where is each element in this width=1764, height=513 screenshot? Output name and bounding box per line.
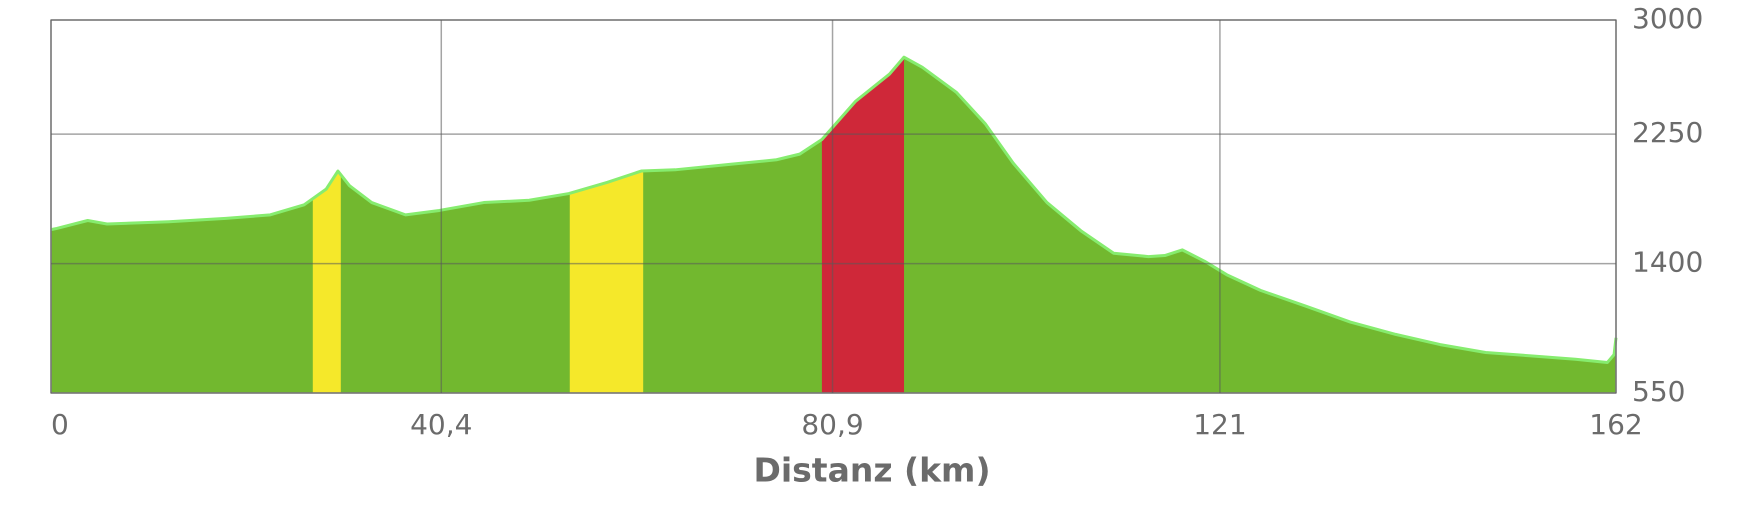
y-tick-label: 1400: [1632, 246, 1703, 279]
elevation-line: [50, 55, 1618, 365]
x-tick-label: 162: [1589, 408, 1642, 441]
x-axis-title: Distanz (km): [753, 451, 990, 490]
x-tick-label: 40,4: [410, 408, 472, 441]
gradient-segment: [569, 170, 644, 393]
x-tick-label: 121: [1193, 408, 1246, 441]
x-tick-label: 0: [51, 408, 69, 441]
y-tick-label: 3000: [1632, 2, 1703, 35]
y-tick-label: 550: [1632, 375, 1685, 408]
x-tick-label: 80,9: [801, 408, 863, 441]
gradient-segment: [312, 171, 341, 393]
y-tick-label: 2250: [1632, 116, 1703, 149]
gradient-segment: [821, 57, 905, 393]
